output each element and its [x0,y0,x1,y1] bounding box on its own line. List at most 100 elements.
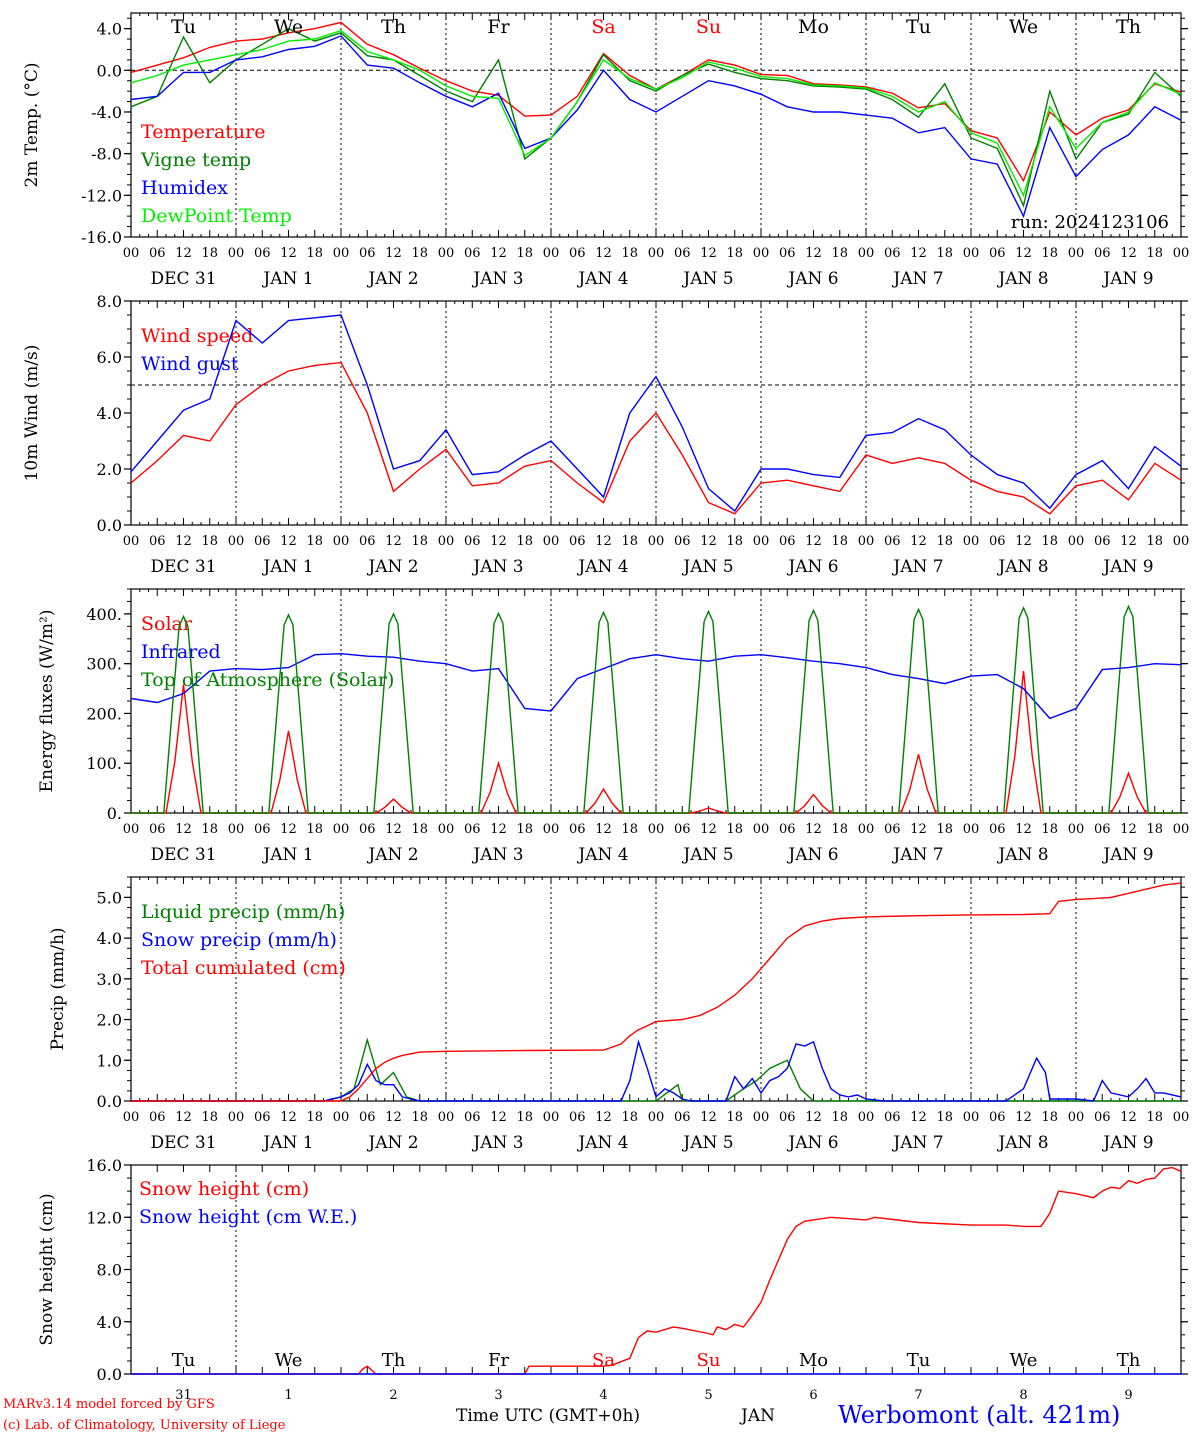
x-hour-label: 18 [201,246,218,261]
x-hour-label: 12 [595,822,612,837]
legend-entry: Snow height (cm) [139,1178,309,1200]
x-hour-label: 06 [884,1110,901,1125]
x-date-label: JAN 2 [366,269,418,289]
x-hour-label: 00 [963,1110,980,1125]
x-hour-label: 06 [359,822,376,837]
weekday-label: Sa [591,16,615,38]
x-date-label: JAN 7 [891,845,943,865]
x-hour-label: 00 [753,246,770,261]
y-tick-label: 8.0 [97,1261,122,1280]
x-hour-label: 06 [254,1110,271,1125]
x-hour-label: 12 [490,246,507,261]
day-number-label: 8 [1019,1388,1027,1403]
x-hour-label: 18 [831,822,848,837]
x-hour-label: 12 [805,1110,822,1125]
x-hour-label: 06 [989,822,1006,837]
legend-entry: Total cumulated (cm) [141,957,346,979]
x-hour-label: 18 [201,1110,218,1125]
x-hour-label: 06 [149,534,166,549]
x-hour-label: 00 [123,822,140,837]
x-date-label: JAN 6 [786,1133,838,1153]
day-number-label: 31 [175,1388,192,1403]
x-hour-label: 00 [438,246,455,261]
x-hour-label: 00 [1068,246,1085,261]
x-hour-label: 12 [1015,1110,1032,1125]
x-hour-label: 12 [385,246,402,261]
series-line-humidex [130,35,1182,219]
x-hour-label: 12 [595,534,612,549]
x-hour-label: 18 [201,822,218,837]
x-hour-label: 00 [1173,246,1190,261]
series-line-top-of-atmosphere-solar [131,604,1181,814]
x-date-label: JAN 8 [996,845,1048,865]
x-hour-label: 00 [753,1110,770,1125]
y-axis-title: Energy fluxes (W/m²) [37,610,57,793]
x-hour-label: 06 [989,246,1006,261]
x-hour-label: 06 [254,246,271,261]
x-hour-label: 18 [936,534,953,549]
series-line-solar [131,671,1181,814]
bottom-weekday-label: Mo [799,1350,828,1371]
x-hour-label: 06 [359,1110,376,1125]
x-date-label: JAN 7 [891,1133,943,1153]
x-date-label: DEC 31 [150,1133,216,1153]
day-number-label: 4 [599,1388,607,1403]
x-hour-label: 12 [1120,822,1137,837]
x-hour-label: 18 [621,822,638,837]
x-hour-label: 00 [648,822,665,837]
series-line-liquid-precip-mm-h [131,1037,1181,1102]
x-date-label: JAN 8 [996,557,1048,577]
x-date-label: DEC 31 [150,557,216,577]
x-hour-label: 18 [831,246,848,261]
x-date-label: JAN 4 [576,1133,628,1153]
weekday-label: We [274,16,303,38]
series-line-infrared [130,652,1182,720]
x-hour-label: 00 [648,246,665,261]
x-hour-label: 12 [280,246,297,261]
day-number-label: 9 [1124,1388,1132,1403]
x-hour-label: 00 [123,534,140,549]
x-hour-label: 12 [910,1110,927,1125]
x-hour-label: 12 [805,246,822,261]
x-hour-label: 18 [621,1110,638,1125]
x-hour-label: 18 [726,534,743,549]
x-date-label: JAN 5 [681,1133,733,1153]
x-hour-label: 00 [228,822,245,837]
x-date-label: JAN 6 [786,269,838,289]
x-hour-label: 18 [726,1110,743,1125]
x-hour-label: 00 [123,1110,140,1125]
x-hour-label: 12 [805,534,822,549]
x-hour-label: 18 [516,534,533,549]
y-tick-label: 3.0 [97,970,122,989]
x-hour-label: 12 [175,822,192,837]
x-hour-label: 06 [989,534,1006,549]
x-hour-label: 18 [936,246,953,261]
x-hour-label: 18 [411,822,428,837]
x-hour-label: 12 [175,246,192,261]
x-hour-label: 18 [1041,534,1058,549]
x-hour-label: 00 [438,534,455,549]
lab-credit: (c) Lab. of Climatology, University of L… [3,1418,286,1433]
x-hour-label: 06 [464,1110,481,1125]
x-hour-label: 06 [464,246,481,261]
weekday-label: Mo [798,16,829,38]
bottom-weekday-label: Tu [907,1350,931,1371]
x-hour-label: 06 [884,822,901,837]
x-date-label: DEC 31 [150,269,216,289]
y-tick-label: 100. [86,754,122,773]
series-line-snow-precip-mm-h [131,1039,1182,1102]
x-hour-label: 18 [201,534,218,549]
x-hour-label: 18 [621,534,638,549]
x-hour-label: 00 [333,534,350,549]
y-tick-label: 8.0 [97,292,122,311]
x-date-label: JAN 1 [261,1133,313,1153]
x-hour-label: 06 [149,1110,166,1125]
weekday-label: Fr [487,16,510,38]
x-hour-label: 12 [1120,1110,1137,1125]
x-hour-label: 12 [175,1110,192,1125]
weekday-label: Th [381,16,406,38]
panel-3: 0. 100. 200. 300. 400. Energy fluxes (W/m²) 00… [37,588,1189,865]
x-hour-label: 18 [411,534,428,549]
x-hour-label: 06 [359,246,376,261]
